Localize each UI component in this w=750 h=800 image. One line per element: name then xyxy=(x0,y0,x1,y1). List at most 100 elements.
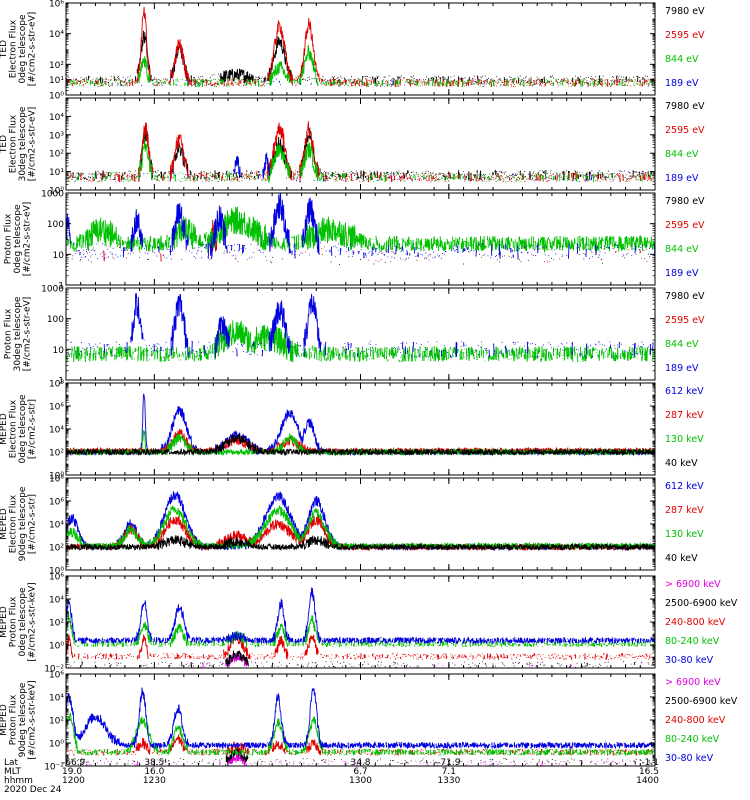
series-line-40-kev xyxy=(66,534,655,552)
y-tick-label: 10⁶ xyxy=(49,671,64,681)
legend-entry: 240-800 keV xyxy=(665,617,726,628)
footer-value-lat: 38.5 xyxy=(144,758,164,768)
y-tick-label: 10⁸ xyxy=(49,380,64,390)
panel-2: 10⁴ 10³ 10² 10¹ 10⁰ TED Electron Flux 30deg tel… xyxy=(0,97,705,197)
series-line-844-ev xyxy=(66,44,655,87)
legend-entry: 7980 eV xyxy=(665,291,705,302)
legend-entry: 844 eV xyxy=(665,54,699,65)
y-tick-label: 10 xyxy=(53,251,65,261)
y-axis-label: MEPED xyxy=(0,413,9,445)
series-line-240-800-kev xyxy=(66,633,654,661)
y-axis-label: 90deg telescope xyxy=(18,682,28,757)
panel-5: 10⁸ 10⁶ 10⁴ 10² 10⁰ MEPED Electron Flux 0deg te… xyxy=(0,380,704,482)
legend-entry: 844 eV xyxy=(665,339,699,350)
y-axis-label: Proton Flux xyxy=(4,308,14,359)
y-tick-label: 10⁰ xyxy=(49,472,64,482)
y-tick-label: 1000 xyxy=(41,190,64,200)
legend-entry: 30-80 keV xyxy=(665,655,714,666)
y-tick-label: 10⁶ xyxy=(49,403,64,413)
footer-value-lat: -71.9 xyxy=(437,758,461,768)
legend-entry: 40 keV xyxy=(665,458,698,469)
footer-row-label: Lat xyxy=(4,758,19,768)
legend-entry: 2595 eV xyxy=(665,30,705,41)
y-axis-label: Proton Flux xyxy=(4,213,14,264)
y-axis-label: 30deg telescope xyxy=(13,296,23,371)
series-line-189-ev xyxy=(93,78,655,87)
y-axis-label: [#/cm2-s-str] xyxy=(27,494,37,554)
y-tick-label: 10⁰ xyxy=(49,567,64,577)
legend-entry: 189 eV xyxy=(665,268,699,279)
legend-entry: 7980 eV xyxy=(665,6,705,17)
panel-3: 1000 100 10 1 Proton Flux 0deg telescope [#/cm… xyxy=(4,190,706,292)
legend-entry: 2500-6900 keV xyxy=(665,598,738,609)
y-axis-label: Electron Flux xyxy=(8,114,18,173)
y-axis-label: Electron Flux xyxy=(8,19,18,78)
series-line-844-ev xyxy=(66,206,655,253)
footer-value-mlt: 7.1 xyxy=(442,767,456,777)
y-tick-label: 10⁴ xyxy=(49,113,64,123)
footer-value-hhmm: 1300 xyxy=(349,776,372,786)
y-axis-label: 30deg telescope xyxy=(18,106,28,181)
series-line-30-80-kev xyxy=(66,587,655,645)
footer-value-lat: 34.8 xyxy=(350,758,370,768)
legend-entry: 80-240 keV xyxy=(665,734,720,745)
panel-4: 1000 100 10 1 Proton Flux 30deg telescope [#/c… xyxy=(4,285,706,387)
series-line-40-kev xyxy=(66,433,655,457)
y-tick-label: 10⁴ xyxy=(49,426,64,436)
footer-row-label: MLT xyxy=(4,767,22,777)
y-axis-label: [#/cm2-s-str-eV] xyxy=(23,202,33,277)
y-tick-label: 10¹ xyxy=(49,76,64,86)
footer-row-label: hhmm xyxy=(4,776,33,786)
y-axis-label: TED xyxy=(0,40,9,59)
y-axis-label: 90deg telescope xyxy=(18,486,28,561)
y-tick-label: 10 xyxy=(53,346,65,356)
legend-entry: 612 keV xyxy=(665,481,704,492)
legend-entry: 189 eV xyxy=(665,363,699,374)
panel-frame xyxy=(65,477,656,571)
y-axis-label: Electron Flux xyxy=(8,494,18,553)
series-line-2595-ev xyxy=(66,219,648,263)
y-axis-label: [#/cm2-s-str-keV] xyxy=(27,680,37,759)
y-tick-label: 10⁻² xyxy=(44,665,64,675)
legend-entry: 844 eV xyxy=(665,244,699,255)
y-axis-label: [#/cm2-s-str] xyxy=(27,399,37,459)
legend-entry: 189 eV xyxy=(665,78,699,89)
legend-entry: 612 keV xyxy=(665,386,704,397)
footer-value-lat: -66.9 xyxy=(62,758,86,768)
legend-entry: 2595 eV xyxy=(665,315,705,326)
y-tick-label: 10⁰ xyxy=(49,92,64,102)
y-tick-label: 1000 xyxy=(41,285,64,295)
y-axis-label: Electron Flux xyxy=(8,399,18,458)
y-axis-label: 0deg telescope xyxy=(18,587,28,657)
y-tick-label: 10⁶ xyxy=(49,573,64,583)
y-axis-label: MEPED xyxy=(0,704,9,736)
date-label: 2020 Dec 24 xyxy=(4,785,62,795)
footer-value-lat: -1.1 xyxy=(641,758,659,768)
footer-value-mlt: 19.0 xyxy=(62,767,82,777)
legend-entry: 80-240 keV xyxy=(665,636,720,647)
y-tick-label: 10³ xyxy=(49,131,64,141)
y-tick-label: 10² xyxy=(49,150,64,160)
panel-plot xyxy=(66,393,655,457)
y-axis-label: 0deg telescope xyxy=(18,14,28,84)
footer-value-hhmm: 1330 xyxy=(437,776,460,786)
footer-value-hhmm: 1400 xyxy=(636,776,659,786)
y-tick-label: 10² xyxy=(49,449,64,459)
y-tick-label: 10⁴ xyxy=(49,521,64,531)
series-line-844-ev xyxy=(66,320,655,363)
series-line-7980-ev xyxy=(66,30,655,85)
y-tick-label: 10² xyxy=(49,717,64,727)
y-axis-label: MEPED xyxy=(0,606,9,638)
y-tick-label: 10² xyxy=(49,619,64,629)
footer-value-mlt: 16.5 xyxy=(639,767,659,777)
legend-entry: 130 keV xyxy=(665,434,704,445)
y-axis-label: MEPED xyxy=(0,508,9,540)
panel-1: 10⁶ 10⁴ 10² 10¹ 10⁰ TED Electron Flux 0deg tele… xyxy=(0,0,705,102)
legend-entry: 2500-6900 keV xyxy=(665,696,738,707)
panel-7: 10⁶ 10⁴ 10² 10⁰ 10⁻² MEPED Proton Flux 0deg tel… xyxy=(0,573,738,675)
legend-entry: 40 keV xyxy=(665,553,698,564)
y-tick-label: 10⁴ xyxy=(49,596,64,606)
panel-8: 10⁶ 10⁴ 10² 10⁰ 10⁻² MEPED Proton Flux 90deg te… xyxy=(0,671,738,773)
y-tick-label: 10² xyxy=(49,61,64,71)
y-tick-label: 10⁰ xyxy=(49,642,64,652)
